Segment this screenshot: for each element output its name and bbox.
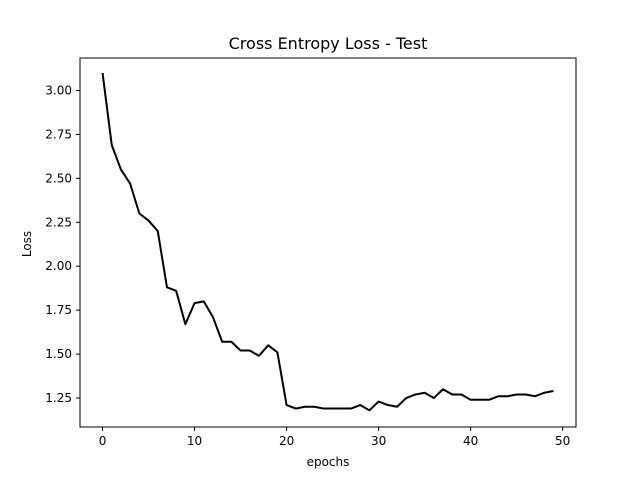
y-tick-label: 2.00 [45, 259, 72, 273]
y-tick-label: 1.25 [45, 391, 72, 405]
series-line-0 [101, 72, 554, 412]
y-tick-label: 3.00 [45, 84, 72, 98]
x-axis-label: epochs [307, 455, 350, 469]
y-tick-label: 2.50 [45, 171, 72, 185]
x-axis: 0 10 20 30 40 50 [99, 427, 570, 448]
chart-title: Cross Entropy Loss - Test [229, 34, 428, 53]
axes-frame [79, 57, 577, 428]
plot-area [79, 57, 577, 428]
y-axis-label: Loss [20, 231, 34, 257]
y-axis: 1.25 1.50 1.75 2.00 2.25 2.50 2.75 3.00 [45, 84, 80, 405]
x-tick-label: 0 [99, 434, 107, 448]
y-tick-label: 1.75 [45, 303, 72, 317]
x-tick-label: 30 [371, 434, 386, 448]
y-tick-label: 2.75 [45, 127, 72, 141]
y-tick-label: 1.50 [45, 347, 72, 361]
x-tick-label: 50 [555, 434, 570, 448]
x-tick-label: 40 [463, 434, 478, 448]
y-tick-label: 2.25 [45, 215, 72, 229]
x-tick-label: 20 [279, 434, 294, 448]
x-tick-label: 10 [187, 434, 202, 448]
